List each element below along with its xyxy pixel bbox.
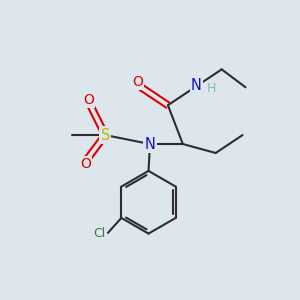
Text: S: S bbox=[100, 128, 110, 142]
Text: O: O bbox=[80, 157, 91, 171]
Text: O: O bbox=[83, 93, 94, 107]
Text: Cl: Cl bbox=[93, 227, 105, 240]
Text: O: O bbox=[132, 75, 143, 89]
Text: N: N bbox=[145, 136, 155, 152]
Text: N: N bbox=[191, 78, 202, 93]
Text: H: H bbox=[206, 82, 216, 95]
